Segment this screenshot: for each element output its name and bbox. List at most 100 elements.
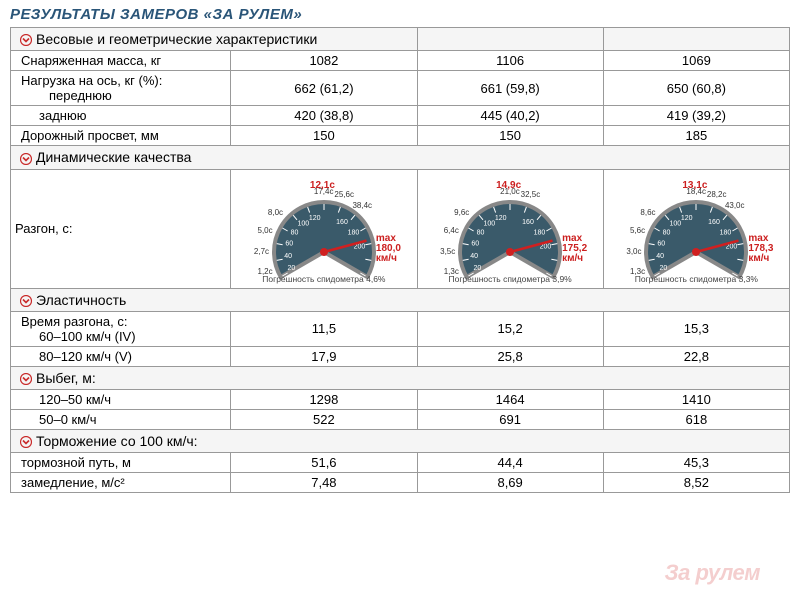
table-row: заднюю 420 (38,8) 445 (40,2) 419 (39,2): [11, 106, 790, 126]
table-row: Снаряженная масса, кг 1082 1106 1069: [11, 51, 790, 71]
table-row: 80–120 км/ч (V) 17,9 25,8 22,8: [11, 346, 790, 366]
accel-6100-label: 60–100 км/ч (IV): [21, 329, 222, 344]
speedo-error-text: Погрешность спидометра 4,6%: [239, 274, 409, 284]
svg-text:120: 120: [681, 215, 693, 222]
row-label: Нагрузка на ось, кг (%): переднюю: [11, 71, 231, 106]
cell: 150: [417, 126, 603, 146]
row-label: Разгон, с:: [11, 169, 231, 288]
chevron-down-icon: [19, 152, 33, 166]
row-label: 80–120 км/ч (V): [11, 346, 231, 366]
speedo-tick-label: 43,0c: [725, 201, 745, 210]
section-coast: Выбег, м:: [11, 366, 790, 389]
cell: 17,9: [231, 346, 417, 366]
cell: 691: [417, 410, 603, 430]
row-label: заднюю: [11, 106, 231, 126]
section-braking: Торможение со 100 км/ч:: [11, 430, 790, 453]
svg-text:20: 20: [660, 265, 668, 272]
row-label: Снаряженная масса, кг: [11, 51, 231, 71]
chevron-down-icon: [19, 33, 33, 47]
svg-text:20: 20: [474, 265, 482, 272]
speedometer-gauge: 204060801001201601802001,3c3,5c6,4c9,6c2…: [425, 174, 595, 284]
cell: 185: [603, 126, 789, 146]
cell: 11,5: [231, 311, 417, 346]
speedo-tick-label: 5,6c: [630, 226, 645, 235]
cell: 25,8: [417, 346, 603, 366]
cell: 522: [231, 410, 417, 430]
speedo-tick-label: 25,6c: [334, 190, 354, 199]
speedo-tick-label: 32,5c: [521, 190, 541, 199]
table-row: Время разгона, с: 60–100 км/ч (IV) 11,5 …: [11, 311, 790, 346]
svg-text:60: 60: [471, 240, 479, 247]
cell: 1298: [231, 390, 417, 410]
speedo-tick-label: 6,4c: [444, 226, 459, 235]
speedo-tick-label: 9,6c: [454, 208, 469, 217]
table-row: 50–0 км/ч 522 691 618: [11, 410, 790, 430]
chevron-down-icon: [19, 435, 33, 449]
speedo-max-speed: max175,2км/ч: [562, 234, 587, 264]
cell: 650 (60,8): [603, 71, 789, 106]
cell: 8,69: [417, 473, 603, 493]
svg-text:100: 100: [297, 220, 309, 227]
svg-text:160: 160: [709, 218, 721, 225]
svg-text:40: 40: [284, 253, 292, 260]
section-elasticity-label: Эластичность: [36, 292, 126, 308]
cell: 8,52: [603, 473, 789, 493]
cell: 1410: [603, 390, 789, 410]
speedometer-cell: 204060801001201601802001,2c2,7c5,0c8,0c1…: [231, 169, 417, 288]
accel-label: Время разгона, с:: [21, 314, 222, 329]
speedo-tick-label: 3,5c: [440, 247, 455, 256]
speedo-error-text: Погрешность спидометра 3,3%: [611, 274, 781, 284]
svg-text:100: 100: [484, 220, 496, 227]
page-title: РЕЗУЛЬТАТЫ ЗАМЕРОВ «ЗА РУЛЕМ»: [10, 6, 790, 23]
section-coast-label: Выбег, м:: [36, 370, 96, 386]
speedo-tick-label: 8,0c: [268, 208, 283, 217]
row-label: Дорожный просвет, мм: [11, 126, 231, 146]
section-weight: Весовые и геометрические характеристики: [11, 28, 790, 51]
cell: 51,6: [231, 453, 417, 473]
svg-text:100: 100: [670, 220, 682, 227]
table-row: замедление, м/с² 7,48 8,69 8,52: [11, 473, 790, 493]
row-label: замедление, м/с²: [11, 473, 231, 493]
speedo-row: Разгон, с: 204060801001201601802001,2c2,…: [11, 169, 790, 288]
section-dynamic: Динамические качества: [11, 146, 790, 169]
svg-text:60: 60: [658, 240, 666, 247]
cell: 1464: [417, 390, 603, 410]
row-label: Время разгона, с: 60–100 км/ч (IV): [11, 311, 231, 346]
speedo-tick-label: 5,0c: [258, 226, 273, 235]
svg-text:80: 80: [477, 229, 485, 236]
table-row: 120–50 км/ч 1298 1464 1410: [11, 390, 790, 410]
cell: 15,3: [603, 311, 789, 346]
speedo-max-speed: max178,3км/ч: [748, 234, 773, 264]
cell: 22,8: [603, 346, 789, 366]
section-dynamic-label: Динамические качества: [36, 149, 191, 165]
table-row: Дорожный просвет, мм 150 150 185: [11, 126, 790, 146]
svg-text:20: 20: [287, 265, 295, 272]
table-row: тормозной путь, м 51,6 44,4 45,3: [11, 453, 790, 473]
cell: 661 (59,8): [417, 71, 603, 106]
axle-front-label: переднюю: [21, 88, 222, 103]
watermark: За рулем: [665, 560, 761, 586]
speedometer-gauge: 204060801001201601802001,3c3,0c5,6c8,6c1…: [611, 174, 781, 284]
cell: 1106: [417, 51, 603, 71]
table-row: Нагрузка на ось, кг (%): переднюю 662 (6…: [11, 71, 790, 106]
svg-text:160: 160: [336, 218, 348, 225]
cell: 445 (40,2): [417, 106, 603, 126]
svg-text:180: 180: [534, 229, 546, 236]
svg-text:60: 60: [285, 240, 293, 247]
svg-text:40: 40: [470, 253, 478, 260]
speedometer-cell: 204060801001201601802001,3c3,5c6,4c9,6c2…: [417, 169, 603, 288]
cell: 1069: [603, 51, 789, 71]
svg-text:160: 160: [522, 218, 534, 225]
cell: 618: [603, 410, 789, 430]
cell: 1082: [231, 51, 417, 71]
svg-text:180: 180: [720, 229, 732, 236]
cell: 45,3: [603, 453, 789, 473]
cell: 662 (61,2): [231, 71, 417, 106]
section-weight-label: Весовые и геометрические характеристики: [36, 31, 317, 47]
axle-label: Нагрузка на ось, кг (%):: [21, 73, 222, 88]
svg-text:120: 120: [495, 215, 507, 222]
cell: 419 (39,2): [603, 106, 789, 126]
speedometer-gauge: 204060801001201601802001,2c2,7c5,0c8,0c1…: [239, 174, 409, 284]
row-label: 120–50 км/ч: [11, 390, 231, 410]
row-label: тормозной путь, м: [11, 453, 231, 473]
